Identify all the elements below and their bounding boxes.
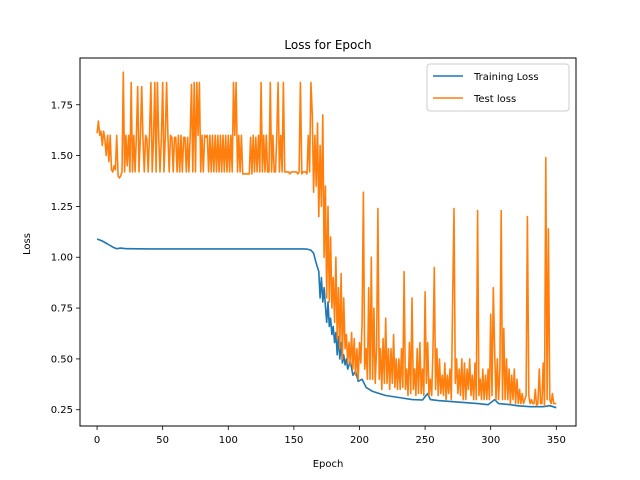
y-tick-label: 1.00 (51, 253, 73, 264)
x-axis-ticks: 0 50 100 150 200 250 300 350 (94, 426, 566, 446)
y-axis-label: Loss (22, 233, 33, 255)
x-tick-label: 50 (156, 435, 169, 446)
x-tick-label: 150 (284, 435, 303, 446)
x-axis-label: Epoch (313, 459, 344, 470)
series-line-test-loss (96, 71, 557, 407)
chart-title: Loss for Epoch (284, 38, 371, 52)
x-tick-label: 0 (94, 435, 100, 446)
y-tick-label: 1.50 (51, 151, 73, 162)
y-tick-label: 0.75 (51, 304, 73, 315)
plot-area (96, 71, 557, 409)
x-tick-label: 100 (219, 435, 238, 446)
x-tick-label: 300 (481, 435, 500, 446)
y-tick-label: 0.25 (51, 405, 73, 416)
x-tick-label: 200 (350, 435, 369, 446)
legend-label-training-loss: Training Loss (473, 72, 539, 83)
legend-label-test-loss: Test loss (473, 94, 516, 105)
y-tick-label: 0.50 (51, 354, 73, 365)
plot-frame (79, 57, 577, 427)
x-tick-label: 250 (416, 435, 435, 446)
series-line-training-loss (96, 238, 557, 409)
y-tick-label: 1.75 (51, 100, 73, 111)
x-tick-label: 350 (547, 435, 566, 446)
legend: Training Loss Test loss (426, 63, 570, 112)
y-tick-label: 1.25 (51, 202, 73, 213)
y-axis-ticks: 0.25 0.50 0.75 1.00 1.25 1.50 1.75 (51, 100, 80, 416)
